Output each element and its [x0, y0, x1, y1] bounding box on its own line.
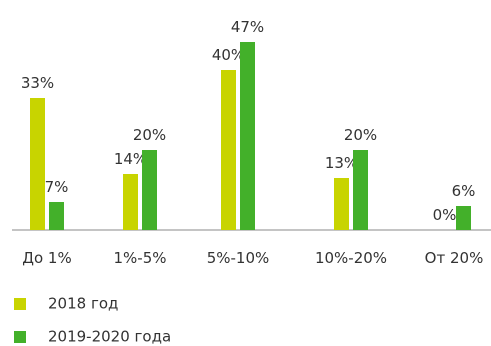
- data-label-s2019-2020-2: 47%: [231, 18, 264, 36]
- data-label-s2019-2020-0: 7%: [45, 178, 69, 196]
- bar-s2018-3: [334, 178, 349, 230]
- category-label-0: До 1%: [22, 249, 71, 267]
- category-label-4: От 20%: [425, 249, 484, 267]
- legend-swatch-2019-2020: [14, 330, 26, 343]
- data-label-s2019-2020-3: 20%: [344, 126, 377, 144]
- data-label-s2018-0: 33%: [21, 74, 54, 92]
- bar-s2019-2020-4: [456, 206, 471, 230]
- bar-s2018-2: [221, 70, 236, 230]
- category-label-1: 1%-5%: [113, 249, 166, 267]
- legend-label-2018: 2018 год: [48, 294, 119, 313]
- bar-s2019-2020-0: [49, 202, 64, 230]
- legend-item-2019-2020: 2019-2020 года: [14, 327, 171, 346]
- data-label-s2018-3: 13%: [325, 154, 358, 172]
- data-label-s2019-2020-1: 20%: [133, 126, 166, 144]
- bar-s2019-2020-2: [240, 42, 255, 230]
- category-label-2: 5%-10%: [207, 249, 270, 267]
- bar-s2018-0: [30, 98, 45, 230]
- data-label-s2018-1: 14%: [114, 150, 147, 168]
- legend-label-2019-2020: 2019-2020 года: [48, 327, 172, 346]
- bar-s2018-1: [123, 174, 138, 230]
- data-label-s2018-2: 40%: [212, 46, 245, 64]
- bar-s2019-2020-3: [353, 150, 368, 230]
- data-label-s2018-4: 0%: [433, 206, 457, 224]
- legend-item-2018: 2018 год: [14, 294, 118, 313]
- bar-s2019-2020-1: [142, 150, 157, 230]
- bar-chart: 33% 7% До 1% 14% 20% 1%-5% 40% 47% 5%-10% 13% 20% 1…: [12, 18, 491, 267]
- category-label-3: 10%-20%: [315, 249, 387, 267]
- legend-swatch-2018: [14, 297, 26, 310]
- data-label-s2019-2020-4: 6%: [452, 182, 476, 200]
